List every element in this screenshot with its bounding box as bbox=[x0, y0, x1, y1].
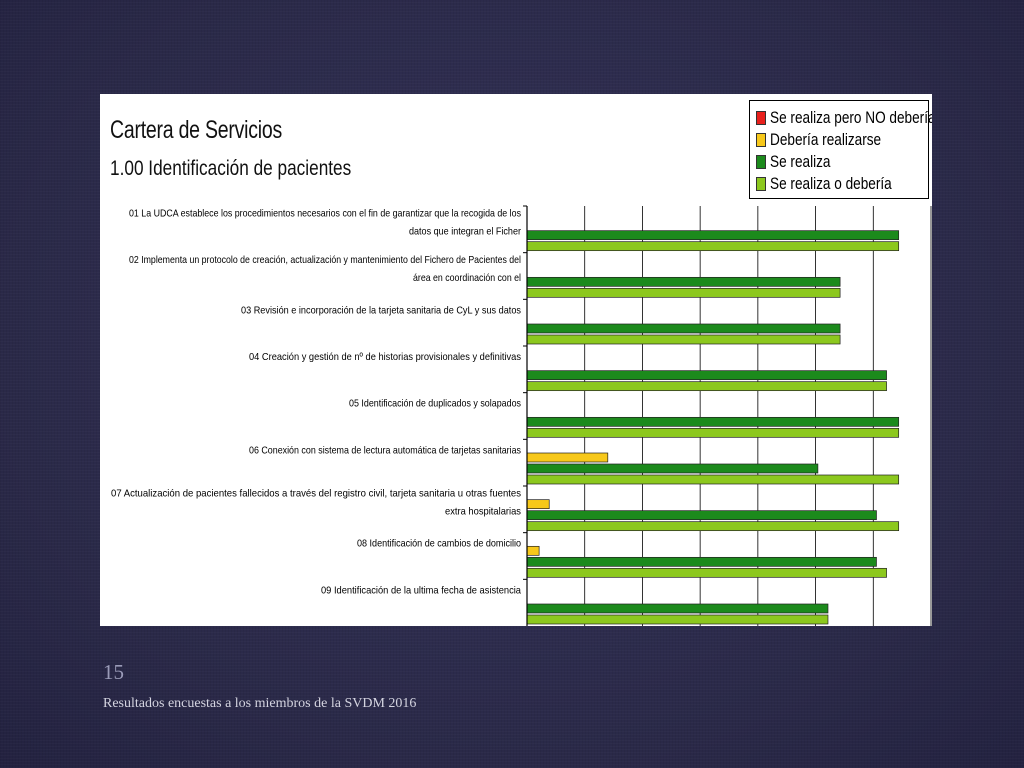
bar bbox=[526, 230, 900, 241]
bar bbox=[526, 521, 900, 532]
chart-subtitle: 1.00 Identificación de pacientes bbox=[110, 157, 352, 180]
category-label: 04 Creación y gestión de nº de historias… bbox=[249, 351, 521, 363]
bar bbox=[526, 276, 841, 287]
legend-item: Se realiza o debería bbox=[756, 173, 928, 195]
chart-image: 01 La UDCA establece los procedimientos … bbox=[100, 94, 932, 626]
bar bbox=[526, 614, 829, 625]
slide-number: 15 bbox=[103, 660, 124, 684]
bar bbox=[526, 381, 887, 392]
legend-item: Se realiza bbox=[756, 151, 928, 173]
bar bbox=[526, 567, 887, 578]
legend-label: Se realiza bbox=[770, 152, 831, 171]
slide-caption: Resultados encuestas a los miembros de l… bbox=[103, 696, 417, 711]
category-label: área en coordinación con el bbox=[413, 272, 521, 284]
legend-item: Se realiza pero NO debería bbox=[756, 107, 932, 129]
category-label: datos que integran el Ficher bbox=[409, 225, 521, 237]
legend-item: Debería realizarse bbox=[756, 129, 928, 151]
bar bbox=[526, 287, 841, 298]
legend-label: Se realiza o debería bbox=[770, 174, 892, 193]
bar bbox=[526, 545, 540, 556]
bar bbox=[526, 323, 841, 334]
bar bbox=[526, 427, 900, 438]
bar bbox=[526, 603, 829, 614]
category-label: 03 Revisión e incorporación de la tarjet… bbox=[241, 304, 521, 316]
bar bbox=[526, 463, 819, 474]
bar-chart: 01 La UDCA establece los procedimientos … bbox=[111, 205, 932, 626]
legend-swatch bbox=[756, 111, 766, 125]
category-label: 07 Actualización de pacientes fallecidos… bbox=[111, 487, 521, 499]
category-label: 08 Identificación de cambios de domicili… bbox=[357, 538, 521, 550]
category-label: extra hospitalarias bbox=[445, 505, 521, 517]
legend-swatch bbox=[756, 177, 766, 191]
legend-label: Se realiza pero NO debería bbox=[770, 108, 932, 127]
category-label: 01 La UDCA establece los procedimientos … bbox=[129, 207, 521, 219]
bar bbox=[526, 556, 877, 567]
bar bbox=[526, 474, 900, 485]
category-label: 06 Conexión con sistema de lectura autom… bbox=[249, 444, 521, 456]
chart-legend: Se realiza pero NO debería Debería reali… bbox=[749, 100, 932, 199]
bar bbox=[526, 510, 877, 521]
category-label: 02 Implementa un protocolo de creación, … bbox=[129, 254, 521, 266]
category-label: 09 Identificación de la ultima fecha de … bbox=[321, 584, 521, 596]
bar bbox=[526, 499, 550, 510]
category-label: 05 Identificación de duplicados y solapa… bbox=[349, 398, 521, 410]
legend-label: Debería realizarse bbox=[770, 130, 882, 149]
bar bbox=[526, 334, 841, 345]
bar bbox=[526, 241, 900, 252]
bar bbox=[526, 416, 900, 427]
chart-title: Cartera de Servicios bbox=[110, 116, 282, 144]
legend-swatch bbox=[756, 155, 766, 169]
bar bbox=[526, 452, 609, 463]
bar bbox=[526, 370, 887, 381]
legend-swatch bbox=[756, 133, 766, 147]
